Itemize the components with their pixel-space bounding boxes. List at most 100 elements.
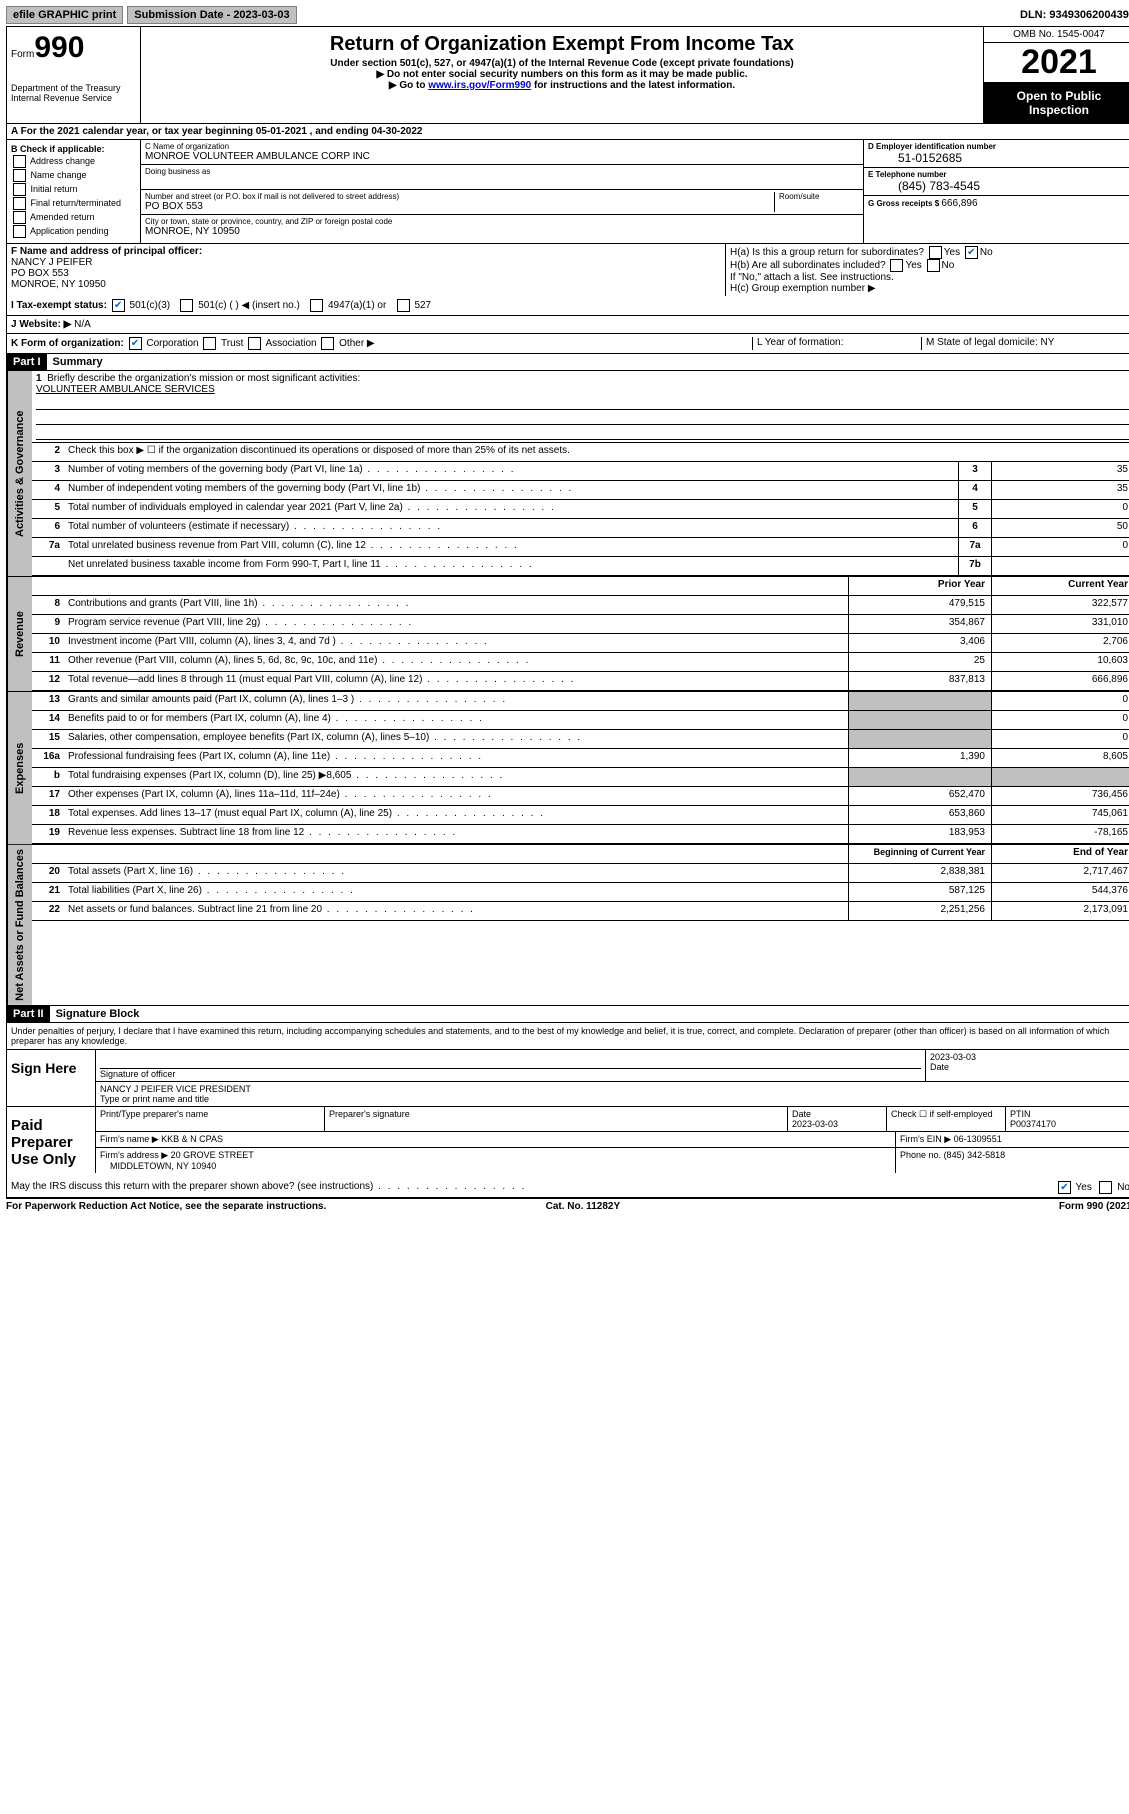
line-j: J Website: ▶ N/A: [7, 316, 1129, 334]
dln: DLN: 93493062004393: [1020, 9, 1129, 21]
firm-phone: (845) 342-5818: [944, 1150, 1006, 1160]
form-title: Return of Organization Exempt From Incom…: [145, 33, 979, 56]
line-l: L Year of formation:: [752, 337, 921, 350]
summary-line: 6Total number of volunteers (estimate if…: [32, 519, 1129, 538]
tax-year: 2021: [984, 43, 1129, 83]
summary-line: 9Program service revenue (Part VIII, lin…: [32, 615, 1129, 634]
cb-name-change[interactable]: Name change: [11, 169, 136, 182]
governance-section: Activities & Governance 1 Briefly descri…: [7, 371, 1129, 577]
cb-527[interactable]: [397, 299, 410, 312]
vtab-expenses: Expenses: [7, 692, 32, 844]
summary-line: Net unrelated business taxable income fr…: [32, 557, 1129, 576]
cb-trust[interactable]: [203, 337, 216, 350]
cb-address-change[interactable]: Address change: [11, 155, 136, 168]
phone: (845) 783-4545: [868, 179, 1129, 193]
mission-box: 1 Briefly describe the organization's mi…: [32, 371, 1129, 442]
sign-date: 2023-03-03: [930, 1052, 976, 1062]
vtab-revenue: Revenue: [7, 577, 32, 691]
summary-line: 11Other revenue (Part VIII, column (A), …: [32, 653, 1129, 672]
department: Department of the Treasury Internal Reve…: [11, 83, 136, 103]
discuss-yes[interactable]: ✔: [1058, 1181, 1071, 1194]
ha-yes[interactable]: [929, 246, 942, 259]
sign-here-row: Sign Here Signature of officer 2023-03-0…: [7, 1049, 1129, 1106]
gross-receipts: 666,896: [941, 198, 977, 209]
block-fh: F Name and address of principal officer:…: [7, 243, 1129, 296]
h-a: H(a) Is this a group return for subordin…: [730, 246, 1129, 259]
omb-number: OMB No. 1545-0047: [984, 27, 1129, 43]
line-k: K Form of organization: ✔ Corporation Tr…: [7, 334, 1129, 354]
expenses-section: Expenses 13Grants and similar amounts pa…: [7, 692, 1129, 845]
vtab-governance: Activities & Governance: [7, 371, 32, 576]
org-address: PO BOX 553: [145, 201, 774, 212]
cb-assoc[interactable]: [248, 337, 261, 350]
part2-header: Part II Signature Block: [7, 1006, 1129, 1023]
line-i: I Tax-exempt status: ✔ 501(c)(3) 501(c) …: [7, 296, 1129, 316]
cb-4947[interactable]: [310, 299, 323, 312]
note-ssn: Do not enter social security numbers on …: [145, 69, 979, 80]
form-container: Form990 Department of the Treasury Inter…: [6, 26, 1129, 1199]
header: Form990 Department of the Treasury Inter…: [7, 27, 1129, 124]
website: N/A: [74, 319, 91, 330]
ein: 51-0152685: [868, 151, 1129, 165]
summary-line: 16aProfessional fundraising fees (Part I…: [32, 749, 1129, 768]
firm-address: 20 GROVE STREET: [171, 1150, 254, 1160]
paid-preparer-row: Paid Preparer Use Only Print/Type prepar…: [7, 1106, 1129, 1178]
summary-line: bTotal fundraising expenses (Part IX, co…: [32, 768, 1129, 787]
efile-button[interactable]: efile GRAPHIC print: [6, 6, 123, 24]
firm-ein: 06-1309551: [954, 1134, 1002, 1144]
block-b: B Check if applicable: Address change Na…: [7, 140, 141, 243]
summary-line: 3Number of voting members of the governi…: [32, 462, 1129, 481]
summary-line: 8Contributions and grants (Part VIII, li…: [32, 596, 1129, 615]
cb-corp[interactable]: ✔: [129, 337, 142, 350]
header-left: Form990 Department of the Treasury Inter…: [7, 27, 141, 123]
officer-name-title: NANCY J PEIFER VICE PRESIDENT: [100, 1084, 1129, 1094]
block-d: D Employer identification number 51-0152…: [863, 140, 1129, 243]
hb-yes[interactable]: [890, 259, 903, 272]
h-c: H(c) Group exemption number ▶: [730, 283, 1129, 294]
block-c: C Name of organization MONROE VOLUNTEER …: [141, 140, 863, 243]
cb-amended[interactable]: Amended return: [11, 211, 136, 224]
irs-link[interactable]: www.irs.gov/Form990: [428, 80, 531, 91]
cb-501c3[interactable]: ✔: [112, 299, 125, 312]
hb-no[interactable]: [927, 259, 940, 272]
summary-line: 7aTotal unrelated business revenue from …: [32, 538, 1129, 557]
cb-initial-return[interactable]: Initial return: [11, 183, 136, 196]
summary-line: 19Revenue less expenses. Subtract line 1…: [32, 825, 1129, 844]
submission-date: Submission Date - 2023-03-03: [127, 6, 296, 24]
summary-line: 17Other expenses (Part IX, column (A), l…: [32, 787, 1129, 806]
summary-line: 13Grants and similar amounts paid (Part …: [32, 692, 1129, 711]
cb-final-return[interactable]: Final return/terminated: [11, 197, 136, 210]
summary-line: 10Investment income (Part VIII, column (…: [32, 634, 1129, 653]
firm-name: KKB & N CPAS: [161, 1134, 223, 1144]
org-city: MONROE, NY 10950: [145, 226, 859, 237]
discuss-no[interactable]: [1099, 1181, 1112, 1194]
ha-no[interactable]: ✔: [965, 246, 978, 259]
officer-name: NANCY J PEIFER: [11, 257, 93, 268]
revenue-section: Revenue Prior Year Current Year 8Contrib…: [7, 577, 1129, 692]
summary-line: 18Total expenses. Add lines 13–17 (must …: [32, 806, 1129, 825]
org-name: MONROE VOLUNTEER AMBULANCE CORP INC: [145, 151, 859, 162]
note-goto: Go to www.irs.gov/Form990 for instructio…: [145, 80, 979, 91]
form-subtitle: Under section 501(c), 527, or 4947(a)(1)…: [145, 58, 979, 69]
footer: For Paperwork Reduction Act Notice, see …: [6, 1199, 1129, 1214]
summary-line: 22Net assets or fund balances. Subtract …: [32, 902, 1129, 921]
discuss-line: May the IRS discuss this return with the…: [7, 1178, 1129, 1198]
ptin: P00374170: [1010, 1119, 1056, 1129]
summary-line: 5Total number of individuals employed in…: [32, 500, 1129, 519]
cb-app-pending[interactable]: Application pending: [11, 225, 136, 238]
summary-line: 14Benefits paid to or for members (Part …: [32, 711, 1129, 730]
header-right: OMB No. 1545-0047 2021 Open to Public In…: [983, 27, 1129, 123]
cb-other[interactable]: [321, 337, 334, 350]
part1-header: Part I Summary: [7, 354, 1129, 371]
balances-section: Net Assets or Fund Balances Beginning of…: [7, 845, 1129, 1006]
cb-501c[interactable]: [180, 299, 193, 312]
form-number: 990: [34, 31, 84, 64]
summary-line: 4Number of independent voting members of…: [32, 481, 1129, 500]
perjury-declaration: Under penalties of perjury, I declare th…: [7, 1023, 1129, 1049]
summary-line: 12Total revenue—add lines 8 through 11 (…: [32, 672, 1129, 691]
line-m: M State of legal domicile: NY: [921, 337, 1129, 350]
h-b: H(b) Are all subordinates included? Yes …: [730, 259, 1129, 272]
summary-line: 20Total assets (Part X, line 16)2,838,38…: [32, 864, 1129, 883]
mission-text: VOLUNTEER AMBULANCE SERVICES: [36, 384, 215, 395]
vtab-balances: Net Assets or Fund Balances: [7, 845, 32, 1005]
